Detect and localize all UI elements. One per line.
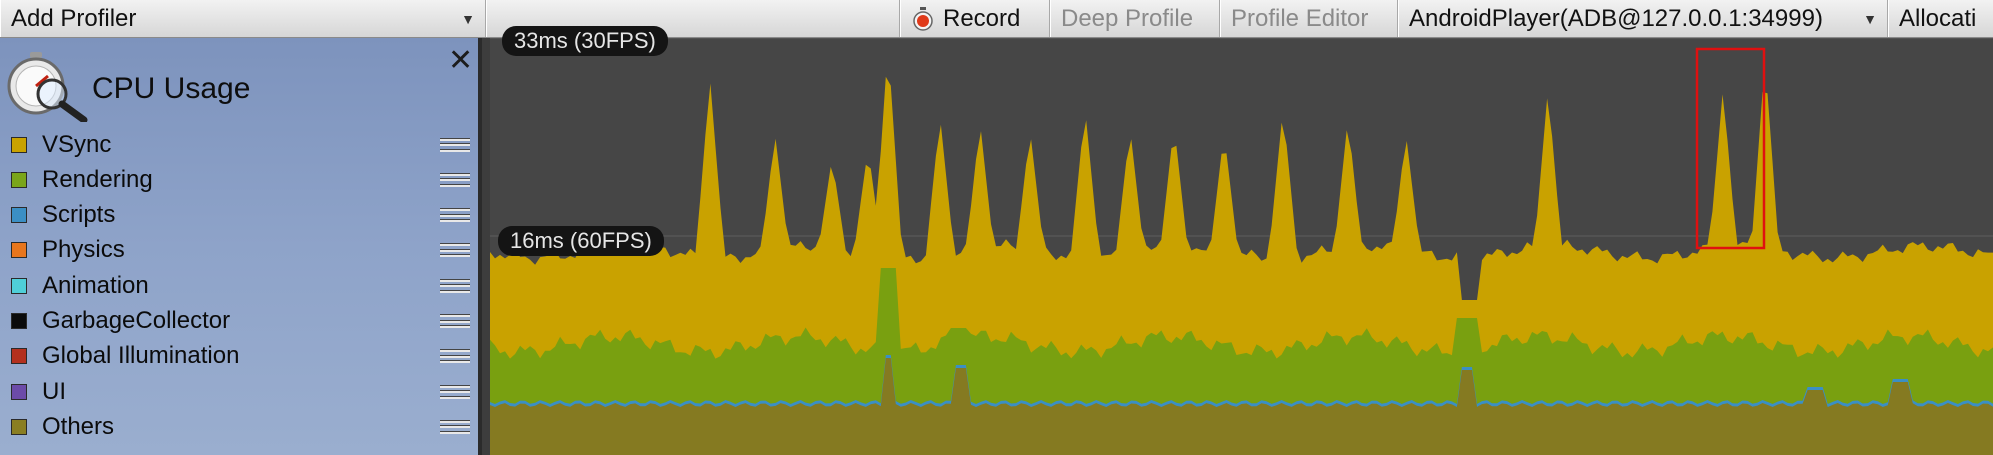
- chevron-down-icon: ▼: [461, 10, 475, 27]
- legend-item-animation[interactable]: Animation: [0, 268, 478, 303]
- drag-handle-icon[interactable]: [440, 278, 470, 293]
- add-profiler-dropdown[interactable]: Add Profiler ▼: [0, 0, 486, 37]
- legend-label: Global Illumination: [42, 342, 240, 370]
- legend-item-rendering[interactable]: Rendering: [0, 162, 478, 197]
- others-area: [490, 358, 1993, 455]
- legend-label: Scripts: [42, 201, 116, 229]
- cpu-usage-module-panel: ✕ CPU Usage VSync Rendering Scripts Physics…: [0, 38, 482, 455]
- legend-item-scripts[interactable]: Scripts: [0, 198, 478, 233]
- fps-30-label: 33ms (30FPS): [502, 26, 668, 56]
- cpu-usage-chart: [490, 38, 1993, 455]
- legend-item-physics[interactable]: Physics: [0, 233, 478, 268]
- legend-label: VSync: [42, 130, 112, 158]
- cpu-usage-graph[interactable]: 33ms (30FPS) 16ms (60FPS): [490, 26, 1993, 455]
- legend-item-others[interactable]: Others: [0, 409, 478, 444]
- profiler-toolbar: Add Profiler ▼ Record Deep Profile Profi…: [0, 0, 1993, 38]
- fps-60-label: 16ms (60FPS): [498, 226, 664, 256]
- allocation-callstacks-button[interactable]: Allocati: [1888, 0, 1993, 37]
- legend-color-swatch[interactable]: [11, 383, 27, 400]
- add-profiler-label: Add Profiler: [11, 4, 137, 32]
- drag-handle-icon[interactable]: [440, 172, 470, 187]
- deep-profile-button[interactable]: Deep Profile: [1050, 0, 1220, 37]
- legend-color-swatch[interactable]: [11, 277, 27, 294]
- record-stopwatch-icon: [911, 6, 935, 31]
- drag-handle-icon[interactable]: [440, 208, 470, 223]
- deep-profile-label: Deep Profile: [1061, 4, 1194, 32]
- legend-color-swatch[interactable]: [11, 313, 27, 329]
- module-title: CPU Usage: [92, 72, 251, 105]
- profile-editor-button[interactable]: Profile Editor: [1220, 0, 1398, 37]
- legend-item-vsync[interactable]: VSync: [0, 127, 478, 162]
- toolbar-spacer: [486, 0, 900, 37]
- legend-color-swatch[interactable]: [11, 348, 27, 365]
- drag-handle-icon[interactable]: [440, 243, 470, 258]
- record-label: Record: [943, 4, 1021, 32]
- legend-color-swatch[interactable]: [11, 418, 27, 435]
- profile-editor-label: Profile Editor: [1231, 4, 1369, 32]
- close-icon[interactable]: ✕: [448, 44, 474, 77]
- target-player-label: AndroidPlayer(ADB@127.0.0.1:34999): [1409, 4, 1823, 32]
- legend-item-global-illumination[interactable]: Global Illumination: [0, 339, 478, 374]
- legend-label: Rendering: [42, 165, 153, 193]
- legend-color-swatch[interactable]: [11, 136, 27, 153]
- drag-handle-icon[interactable]: [440, 314, 470, 328]
- record-button[interactable]: Record: [900, 0, 1050, 37]
- drag-handle-icon[interactable]: [440, 137, 470, 152]
- legend-item-ui[interactable]: UI: [0, 374, 478, 409]
- drag-handle-icon[interactable]: [440, 349, 470, 364]
- legend-label: Physics: [42, 236, 125, 264]
- drag-handle-icon[interactable]: [440, 384, 470, 399]
- legend-color-swatch[interactable]: [11, 242, 27, 259]
- stopwatch-magnifier-icon: [4, 50, 90, 124]
- selected-frame-highlight: [1695, 47, 1766, 250]
- allocation-label: Allocati: [1899, 4, 1977, 32]
- legend-label: Animation: [42, 271, 149, 299]
- legend-label: GarbageCollector: [42, 307, 231, 334]
- chevron-down-icon: ▼: [1863, 10, 1877, 27]
- legend-color-swatch[interactable]: [11, 207, 27, 224]
- legend-label: UI: [42, 377, 66, 405]
- legend-color-swatch[interactable]: [11, 171, 27, 188]
- legend-label: Others: [42, 412, 115, 440]
- drag-handle-icon[interactable]: [440, 419, 470, 434]
- legend-item-garbagecollector[interactable]: GarbageCollector: [0, 304, 478, 339]
- target-player-dropdown[interactable]: AndroidPlayer(ADB@127.0.0.1:34999) ▼: [1398, 0, 1888, 37]
